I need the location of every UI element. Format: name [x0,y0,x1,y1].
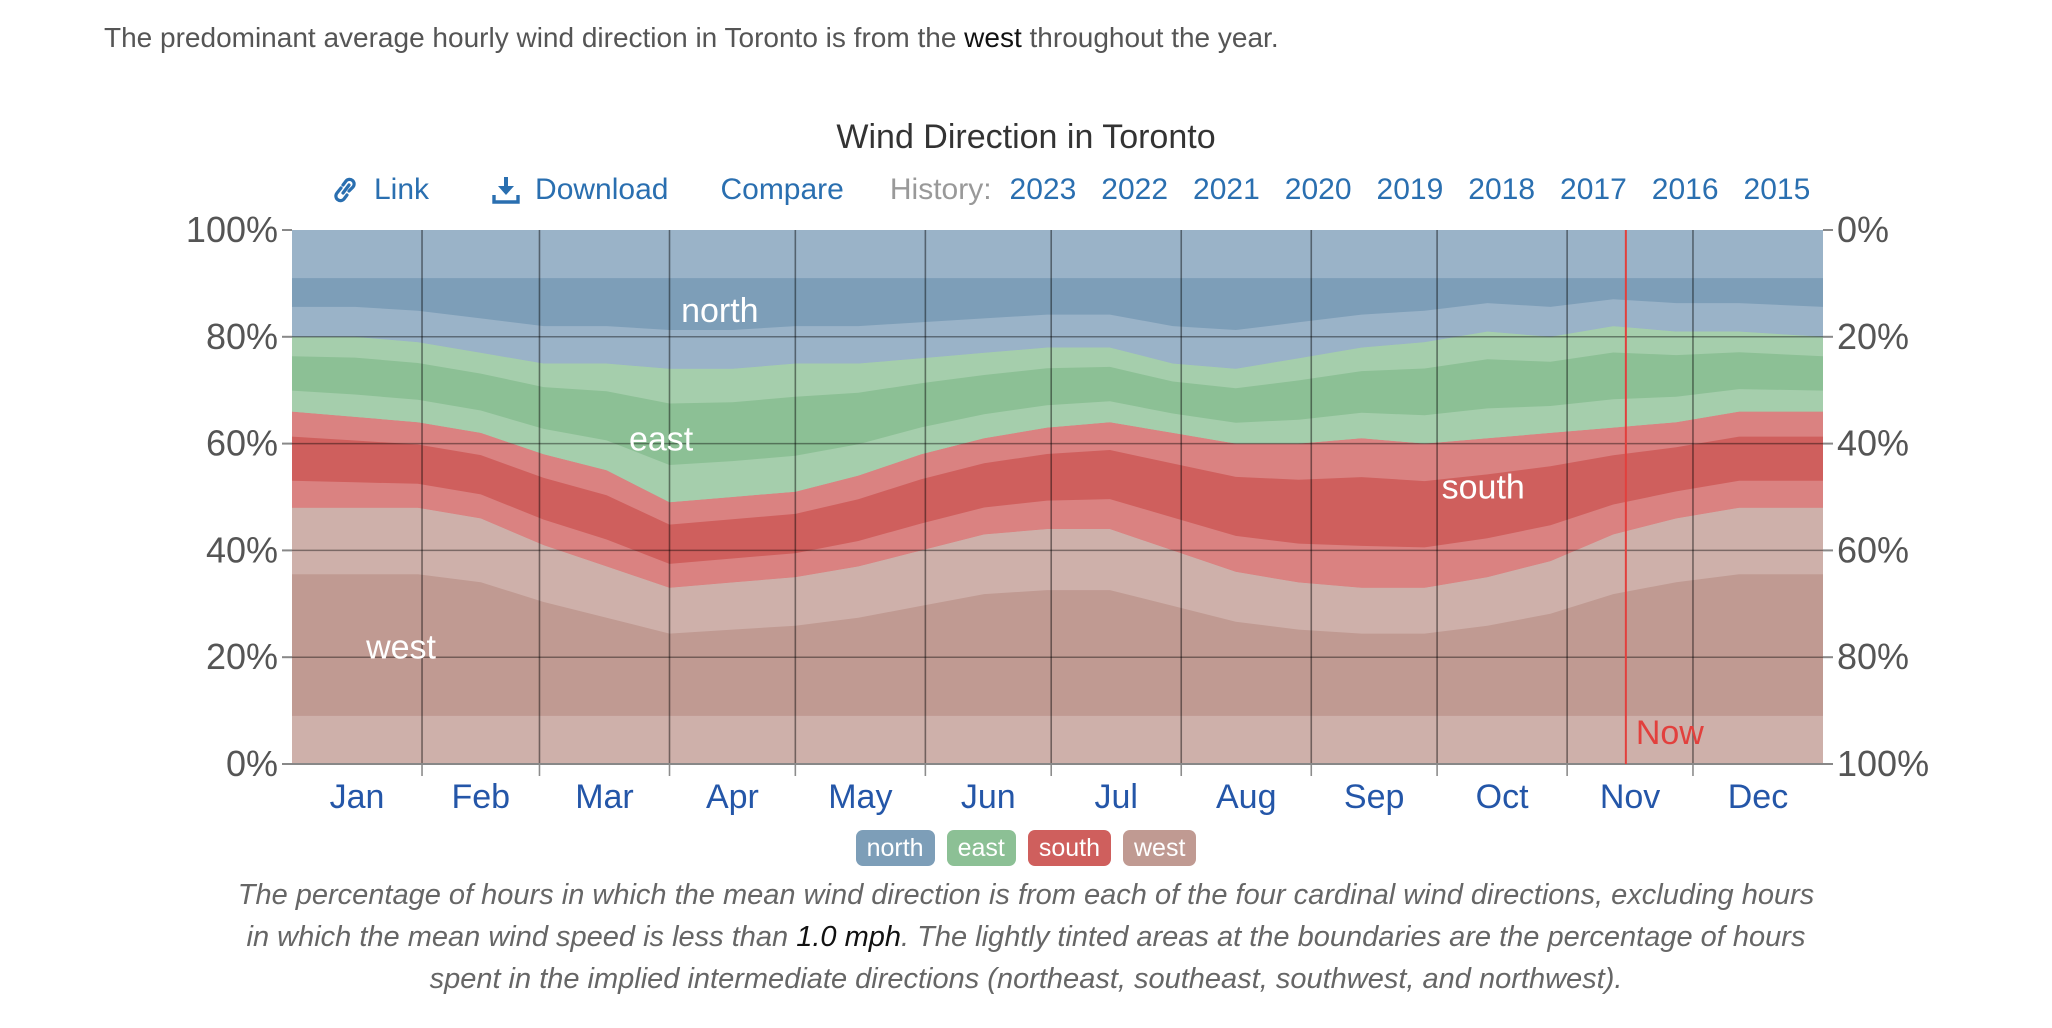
chart-toolbar: Link Download Compare History: 2023 2022… [330,168,1835,212]
area-west [292,507,1823,764]
y-tick-label-left: 100% [186,209,278,250]
area-label-east: east [629,420,694,458]
intermediate-band [292,326,1823,404]
link-icon [334,177,356,203]
download-label: Download [535,173,669,206]
month-label: Jan [330,778,385,816]
compare-button[interactable]: Compare [720,173,844,206]
legend-north[interactable]: north [855,830,935,866]
history-label: History: [889,173,992,206]
month-label: Jul [1094,778,1137,816]
y-tick-label-left: 40% [206,529,278,570]
month-label: Apr [706,778,759,816]
link-button[interactable]: Link [330,173,429,207]
chart-legend: north east south west [0,830,2052,866]
download-icon [492,177,520,204]
month-label: Dec [1728,778,1788,816]
month-label: Oct [1476,778,1529,816]
caption-part1: The percentage of hours in which the mea… [237,879,1815,953]
summary-text-before: The predominant average hourly wind dire… [104,22,965,53]
history-year-link[interactable]: 2019 [1376,173,1444,206]
wind-direction-chart: 0% 20% 40% 60% 80% 100% 100% 80% 60% 40% 20% 0% Jan F… [186,209,1929,816]
history-year-link[interactable]: 2017 [1560,173,1627,206]
intermediate-band [292,411,1823,525]
area-label-west: west [365,629,436,667]
intermediate-band [292,230,1823,279]
y-tick-label-left: 60% [206,423,278,464]
y-tick-label-left: 0% [226,743,278,784]
history-year-link[interactable]: 2020 [1284,173,1352,206]
link-label: Link [374,173,430,206]
intermediate-band [292,480,1823,588]
history-year-link[interactable]: 2015 [1743,173,1811,206]
y-tick-label-right: 60% [1837,529,1909,570]
summary-emphasis: west [964,22,1022,53]
intermediate-band [292,507,1823,634]
caption-emphasis: 1.0 mph [796,921,902,953]
month-label: Nov [1600,778,1660,816]
month-label: Aug [1216,778,1277,816]
summary-text-after: throughout the year. [1021,22,1279,53]
area-label-south: south [1442,468,1525,506]
history-year-link[interactable]: 2023 [1009,173,1077,206]
intermediate-band [292,389,1823,503]
y-tick-label-right: 0% [1837,209,1889,250]
history-year-link[interactable]: 2022 [1101,173,1169,206]
legend-south[interactable]: south [1027,830,1111,866]
month-label: Jun [961,778,1016,816]
y-tick-label-left: 20% [206,636,278,677]
history-year-link[interactable]: 2018 [1468,173,1536,206]
month-label: Feb [451,778,510,816]
intermediate-band [292,715,1823,764]
legend-east[interactable]: east [946,830,1016,866]
download-button[interactable]: Download [491,173,668,207]
month-label: Mar [575,778,634,816]
y-tick-label-right: 80% [1837,636,1909,677]
history-year-link[interactable]: 2021 [1193,173,1260,206]
chart-caption: The percentage of hours in which the mea… [226,874,1826,1000]
caption-part2: . The lightly tinted areas at the bounda… [429,921,1806,995]
history-year-link[interactable]: 2016 [1651,173,1719,206]
y-tick-label-right: 100% [1837,743,1929,784]
area-label-north: north [681,292,759,330]
legend-west[interactable]: west [1123,830,1197,866]
now-label: Now [1636,714,1704,752]
chart-title: Wind Direction in Toronto [836,118,1216,156]
y-tick-label-right: 40% [1837,423,1909,464]
summary-text: The predominant average hourly wind dire… [104,22,1279,54]
y-tick-label-right: 20% [1837,316,1909,357]
month-label: Sep [1344,778,1405,816]
y-tick-label-left: 80% [206,316,278,357]
intermediate-band [292,299,1823,369]
month-label: May [828,778,892,816]
